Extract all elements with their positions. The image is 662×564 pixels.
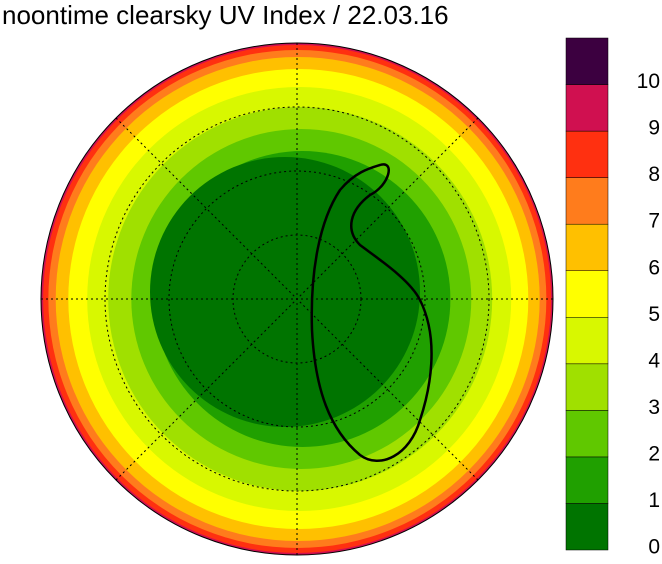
colorbar: 0 1 2 3 4 5 6 7 8 9 10 [565, 37, 660, 559]
colorbar-box [565, 503, 609, 551]
colorbar-tick-label: 0 [648, 536, 660, 559]
colorbar-tick-label: 8 [648, 163, 660, 186]
colorbar-box [565, 410, 609, 458]
map-border [40, 42, 554, 556]
colorbar-tick-label: 7 [648, 210, 660, 233]
colorbar-box [565, 270, 609, 318]
colorbar-tick-label: 1 [648, 489, 660, 512]
uv-zone [150, 157, 420, 427]
colorbar-tick-label: 5 [648, 303, 660, 326]
colorbar-box [565, 363, 609, 411]
colorbar-box [565, 130, 609, 178]
colorbar-box [565, 456, 609, 504]
contour [310, 163, 433, 462]
colorbar-tick-label: 9 [648, 117, 660, 140]
colorbar-tick-label: 3 [648, 396, 660, 419]
colorbar-box [565, 37, 609, 85]
colorbar-box [565, 317, 609, 365]
colorbar-tick-label: 6 [648, 256, 660, 279]
graticule [41, 43, 553, 555]
colorbar-tick-label: 4 [648, 349, 660, 372]
colorbar-tick-label: 10 [637, 70, 660, 93]
colorbar-box [565, 177, 609, 225]
colorbar-box [565, 223, 609, 271]
title: noontime clearsky UV Index / 22.03.16 [2, 0, 449, 30]
colorbar-tick-label: 2 [648, 442, 660, 465]
colorbar-box [565, 84, 609, 132]
